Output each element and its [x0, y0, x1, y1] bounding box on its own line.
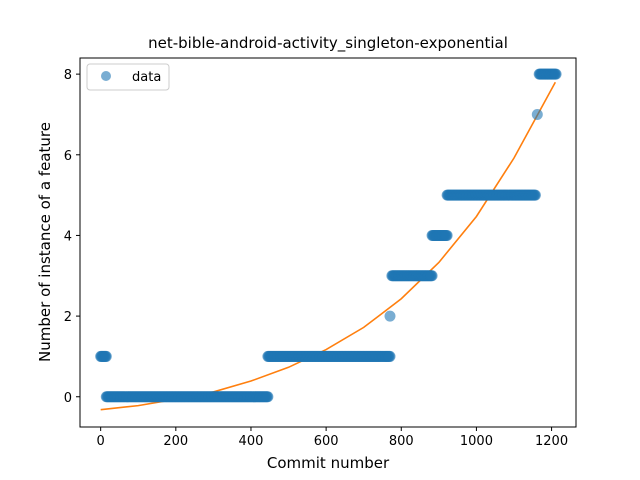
y-tick-label: 6 [64, 149, 72, 164]
data-point [384, 310, 396, 322]
legend-marker [101, 71, 111, 81]
data-point [529, 189, 541, 201]
x-tick-label: 1200 [535, 434, 568, 449]
y-axis-label: Number of instance of a feature [36, 122, 54, 362]
data-point [441, 229, 453, 241]
x-tick-label: 800 [389, 434, 414, 449]
chart-title: net-bible-android-activity_singleton-exp… [148, 34, 508, 53]
x-tick-label: 0 [97, 434, 105, 449]
legend-label-data: data [132, 70, 161, 85]
data-point [531, 108, 543, 120]
y-tick-label: 2 [64, 310, 72, 325]
axes-frame [79, 57, 577, 428]
y-tick-label: 4 [64, 229, 72, 244]
x-tick-label: 200 [163, 434, 188, 449]
x-tick-label: 400 [239, 434, 264, 449]
data-point [100, 350, 112, 362]
data-point [550, 68, 562, 80]
plot-area: 0 200 400 600 800 1000 1200 0 2 4 6 8 [64, 57, 577, 449]
x-tick-label: 600 [314, 434, 339, 449]
y-tick-label: 8 [64, 68, 72, 83]
data-point [426, 270, 438, 282]
x-axis: 0 200 400 600 800 1000 1200 [97, 427, 568, 449]
y-axis: 0 2 4 6 8 [64, 68, 80, 406]
x-tick-label: 1000 [460, 434, 493, 449]
y-tick-label: 0 [64, 391, 72, 406]
x-axis-label: Commit number [267, 454, 390, 472]
data-point [384, 350, 396, 362]
legend-box [86, 63, 170, 91]
legend: data [86, 63, 170, 91]
data-point [262, 391, 274, 403]
